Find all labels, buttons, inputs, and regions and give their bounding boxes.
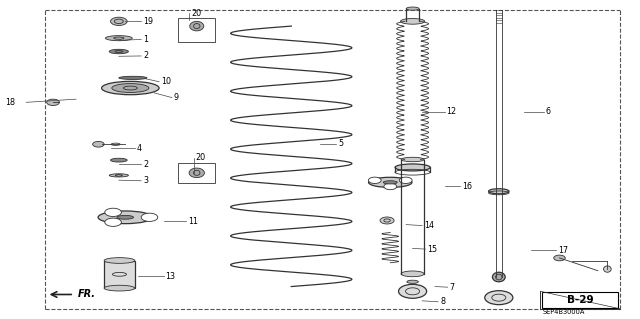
- Ellipse shape: [102, 81, 159, 95]
- Text: 2: 2: [143, 160, 148, 169]
- Ellipse shape: [383, 181, 397, 184]
- Text: 16: 16: [463, 182, 472, 191]
- Ellipse shape: [369, 177, 412, 188]
- Ellipse shape: [492, 272, 505, 282]
- Circle shape: [399, 284, 427, 298]
- Text: 6: 6: [545, 108, 550, 116]
- Text: 12: 12: [447, 108, 456, 116]
- Text: FR.: FR.: [77, 289, 95, 300]
- Circle shape: [105, 208, 122, 217]
- Ellipse shape: [488, 189, 509, 194]
- Bar: [541, 292, 618, 308]
- Circle shape: [384, 183, 397, 190]
- Text: 18: 18: [4, 98, 15, 107]
- Ellipse shape: [104, 258, 135, 263]
- Text: 1: 1: [143, 35, 148, 44]
- Ellipse shape: [104, 285, 135, 291]
- Ellipse shape: [189, 21, 204, 31]
- Text: 8: 8: [440, 297, 445, 306]
- Text: 9: 9: [173, 93, 179, 102]
- Text: 4: 4: [137, 144, 141, 153]
- Ellipse shape: [407, 280, 419, 283]
- Circle shape: [47, 99, 60, 106]
- Ellipse shape: [109, 49, 129, 54]
- Ellipse shape: [119, 76, 147, 79]
- Ellipse shape: [395, 164, 430, 171]
- Circle shape: [554, 255, 565, 261]
- Ellipse shape: [401, 157, 424, 162]
- Text: 20: 20: [195, 153, 205, 162]
- Text: 17: 17: [558, 246, 568, 255]
- Ellipse shape: [406, 7, 419, 10]
- Text: 20: 20: [191, 9, 201, 18]
- Ellipse shape: [109, 174, 129, 177]
- Ellipse shape: [112, 84, 149, 93]
- Ellipse shape: [401, 271, 424, 277]
- Bar: [178, 18, 215, 42]
- Text: 11: 11: [188, 217, 198, 226]
- Text: 13: 13: [166, 271, 175, 281]
- Ellipse shape: [117, 215, 134, 219]
- Text: 3: 3: [143, 176, 148, 185]
- Text: 15: 15: [428, 245, 437, 254]
- Ellipse shape: [401, 19, 425, 24]
- Ellipse shape: [106, 36, 132, 41]
- Text: 7: 7: [450, 283, 455, 292]
- Ellipse shape: [111, 158, 127, 162]
- Text: 10: 10: [161, 77, 171, 86]
- Text: B-29: B-29: [566, 295, 593, 305]
- Circle shape: [380, 217, 394, 224]
- Circle shape: [93, 141, 104, 147]
- Circle shape: [399, 177, 412, 183]
- Bar: [104, 261, 135, 288]
- Circle shape: [141, 213, 158, 221]
- Text: 5: 5: [338, 139, 343, 148]
- Bar: [178, 163, 215, 183]
- Circle shape: [484, 291, 513, 305]
- Text: 19: 19: [143, 17, 153, 26]
- Ellipse shape: [98, 211, 152, 224]
- Text: SEP4B3000A: SEP4B3000A: [542, 309, 584, 315]
- Ellipse shape: [189, 168, 204, 178]
- Circle shape: [111, 17, 127, 26]
- Text: 2: 2: [143, 51, 148, 61]
- Text: 14: 14: [424, 221, 434, 230]
- Ellipse shape: [604, 266, 611, 272]
- Circle shape: [105, 218, 122, 226]
- Circle shape: [369, 177, 381, 183]
